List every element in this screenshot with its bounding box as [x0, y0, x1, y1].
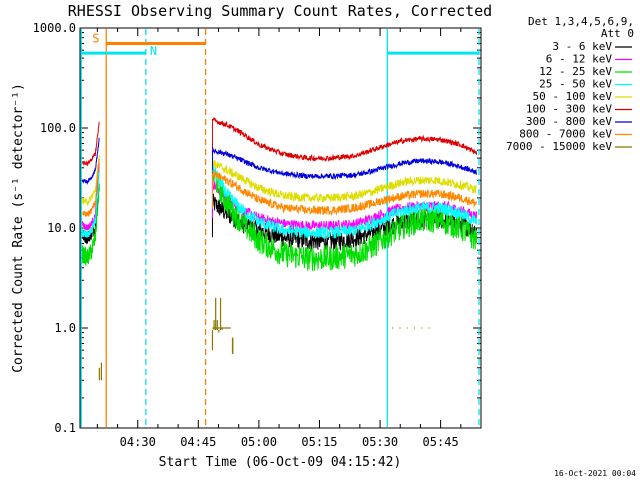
series-line — [212, 169, 478, 216]
x-tick-labels: 04:30 04:45 05:00 05:15 05:30 05:45 — [120, 435, 459, 449]
y-tick-labels: 0.1 1.0 10.0 100.0 1000.0 — [33, 21, 76, 435]
chart-title: RHESSI Observing Summary Count Rates, Co… — [68, 2, 492, 20]
y-axis-label: Corrected Count Rate (s⁻¹ detector⁻¹) — [11, 83, 26, 373]
series-line — [212, 147, 477, 181]
series-7000-15000-kev — [98, 297, 430, 381]
x-tick-label: 05:15 — [301, 435, 337, 449]
x-tick-label: 05:00 — [241, 435, 277, 449]
legend-label: 50 - 100 keV — [533, 90, 613, 103]
flag-label: S — [92, 31, 99, 45]
x-axis-label: Start Time (06-Oct-09 04:15:42) — [159, 455, 402, 470]
legend-label: 7000 - 15000 keV — [506, 140, 612, 153]
series-line-early — [81, 183, 100, 266]
legend-label: 100 - 300 keV — [526, 103, 612, 116]
legend-label: 300 - 800 keV — [526, 115, 612, 128]
series-line-early — [81, 121, 100, 167]
flag-label: N — [150, 44, 157, 58]
series-line — [212, 116, 478, 163]
series-line — [212, 164, 478, 239]
legend-label: 3 - 6 keV — [552, 40, 612, 53]
y-tick-label: 10.0 — [47, 221, 76, 235]
y-tick-label: 1000.0 — [33, 21, 76, 35]
legend-label: 800 - 7000 keV — [519, 128, 612, 141]
series-line-early — [81, 155, 100, 207]
series-line-early — [81, 159, 100, 218]
legend-label: 12 - 25 keV — [539, 65, 612, 78]
y-tick-label: 100.0 — [40, 121, 76, 135]
legend-label: 6 - 12 keV — [546, 53, 613, 66]
vertical-markers — [80, 29, 480, 427]
minor-ticks — [80, 28, 482, 429]
x-tick-label: 05:45 — [423, 435, 459, 449]
legend-header-line-1: Det 1,3,4,5,6,9, — [528, 15, 634, 28]
series-line — [212, 161, 478, 272]
series-line — [212, 159, 477, 203]
legend-label: 25 - 50 keV — [539, 78, 612, 91]
plot-area: SN — [79, 27, 482, 429]
series-line-early — [81, 137, 100, 186]
y-tick-label: 1.0 — [54, 321, 76, 335]
series-line-early — [81, 170, 100, 238]
flag-bars: SN — [81, 31, 479, 58]
x-tick-label: 05:30 — [362, 435, 398, 449]
x-tick-label: 04:30 — [120, 435, 156, 449]
x-tick-label: 04:45 — [180, 435, 216, 449]
timestamp: 16-Oct-2021 00:04 — [554, 469, 636, 478]
series-layer — [81, 116, 478, 381]
y-tick-label: 0.1 — [54, 421, 76, 435]
legend-header-line-2: Att 0 — [601, 27, 634, 40]
